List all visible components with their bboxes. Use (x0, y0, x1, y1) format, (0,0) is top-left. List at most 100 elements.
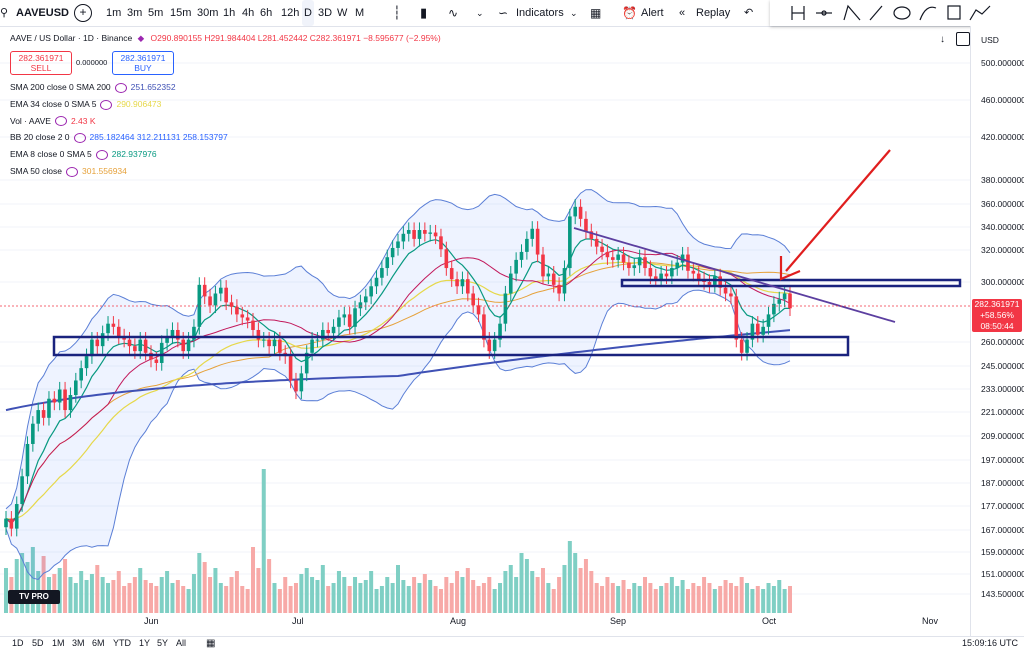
y-tick-label: 221.000000 (981, 407, 1024, 417)
interval-3D[interactable]: 3D (318, 7, 333, 19)
brush-icon[interactable] (869, 5, 883, 21)
candle-body (315, 339, 320, 341)
ellipse-icon[interactable] (893, 6, 911, 20)
candle-body (492, 339, 497, 352)
interval-3m[interactable]: 3m (127, 7, 143, 19)
volume-bar (771, 586, 776, 613)
volume-bar (315, 580, 320, 613)
interval-M[interactable]: M (355, 7, 365, 19)
interval-W[interactable]: W (337, 7, 348, 19)
volume-bar (396, 565, 400, 613)
candles-icon[interactable]: ▮ (420, 5, 428, 20)
chevron-down-icon[interactable]: ⌄ (476, 8, 484, 18)
volume-bar (610, 583, 615, 613)
calendar-icon[interactable]: ▦ (206, 638, 216, 649)
red-arrow[interactable] (785, 149, 891, 272)
indicator-row[interactable]: BB 20 close 2 0 285.182464 312.211131 258… (10, 132, 228, 144)
range-All[interactable]: All (176, 638, 187, 648)
volume-bar (218, 583, 223, 613)
interval-5m[interactable]: 5m (148, 7, 164, 19)
range-1D[interactable]: 1D (12, 638, 24, 648)
indicators-button[interactable]: Indicators (516, 7, 564, 19)
range-5Y[interactable]: 5Y (157, 638, 169, 648)
visibility-icon[interactable] (73, 133, 86, 144)
indicator-row[interactable]: SMA 50 close 301.556934 (10, 166, 127, 177)
sell-button[interactable]: 282.361971 SELL (10, 51, 72, 75)
candle-body (261, 339, 266, 341)
search-icon[interactable]: ⚲ (0, 7, 9, 19)
candle-body (632, 265, 637, 269)
visibility-icon[interactable] (54, 116, 67, 127)
candle-body (304, 352, 309, 374)
support-zone-box[interactable] (52, 335, 850, 357)
undo-icon[interactable]: ↶ (744, 7, 754, 19)
alert-button[interactable]: Alert (641, 7, 664, 19)
candle-body (385, 257, 390, 269)
interval-6h[interactable]: 6h (260, 7, 273, 19)
candle-body (363, 296, 368, 303)
ohlc-values: O290.890155 H291.984404 L281.452442 C282… (150, 33, 441, 43)
volume-bar (331, 583, 336, 613)
interval-D[interactable]: D (302, 0, 314, 26)
range-5D[interactable]: 5D (32, 638, 44, 648)
volume-bar (304, 568, 309, 613)
layout-grid-icon[interactable]: ▦ (590, 6, 602, 20)
interval-4h[interactable]: 4h (242, 7, 255, 19)
flag-icon[interactable]: ◆ (137, 33, 145, 43)
candle-body (326, 329, 330, 334)
price-chart[interactable] (0, 26, 970, 636)
compare-symbol-button[interactable]: + (74, 4, 92, 22)
range-YTD[interactable]: YTD (113, 638, 131, 648)
horizontal-line-icon[interactable] (816, 10, 832, 16)
rectangle-icon[interactable] (947, 5, 961, 20)
volume-bar (417, 583, 422, 613)
volume-bar (626, 589, 631, 613)
chevron-down-icon[interactable]: ⌄ (570, 8, 578, 18)
cursor-icon[interactable] (791, 6, 805, 20)
symbol-name[interactable]: AAVEUSD (16, 7, 69, 19)
range-6M[interactable]: 6M (92, 638, 105, 648)
currency-label[interactable]: USD (981, 35, 999, 45)
visibility-icon[interactable] (114, 82, 127, 93)
polyline-icon[interactable] (969, 5, 991, 21)
indicator-row[interactable]: EMA 34 close 0 SMA 5 290.906473 (10, 99, 161, 110)
candle-body (605, 251, 610, 258)
indicator-row[interactable]: EMA 8 close 0 SMA 5 282.937976 (10, 149, 157, 160)
candle-body (14, 504, 19, 529)
visibility-icon[interactable] (65, 166, 78, 177)
arc-icon[interactable] (919, 6, 937, 21)
arrow-down-icon[interactable]: ↓ (940, 34, 945, 45)
volume-bar (122, 586, 127, 613)
range-1M[interactable]: 1M (52, 638, 65, 648)
candle-body (52, 398, 57, 403)
interval-15m[interactable]: 15m (170, 7, 192, 19)
range-3M[interactable]: 3M (72, 638, 85, 648)
visibility-icon[interactable] (95, 149, 108, 160)
candle-body (380, 268, 384, 278)
bar-style-icon[interactable]: ┆ (393, 5, 401, 20)
volume-bar (111, 580, 116, 613)
x-tick-label: Nov (922, 616, 939, 626)
buy-button[interactable]: 282.361971 BUY (112, 51, 174, 75)
resistance-zone-box[interactable] (620, 278, 962, 288)
volume-bar (41, 556, 46, 613)
line-chart-icon[interactable]: ∿ (448, 6, 459, 20)
candle-body (444, 249, 449, 269)
interval-12h[interactable]: 12h (281, 7, 300, 19)
interval-1m[interactable]: 1m (106, 7, 122, 19)
replay-button[interactable]: Replay (696, 7, 731, 19)
candle-body (213, 293, 218, 306)
interval-1h[interactable]: 1h (223, 7, 236, 19)
interval-30m[interactable]: 30m (197, 7, 219, 19)
candle-body (777, 299, 782, 304)
candle-body (176, 329, 180, 340)
range-1Y[interactable]: 1Y (139, 638, 151, 648)
path-icon[interactable] (843, 4, 861, 21)
candle-body (256, 329, 261, 340)
visibility-icon[interactable] (100, 99, 113, 110)
candle-body (267, 339, 271, 347)
indicator-row[interactable]: SMA 200 close 0 SMA 200 251.652352 (10, 82, 176, 93)
indicator-row[interactable]: Vol · AAVE 2.43 K (10, 116, 96, 127)
settings-icon[interactable] (956, 32, 970, 46)
candle-body (562, 268, 567, 294)
